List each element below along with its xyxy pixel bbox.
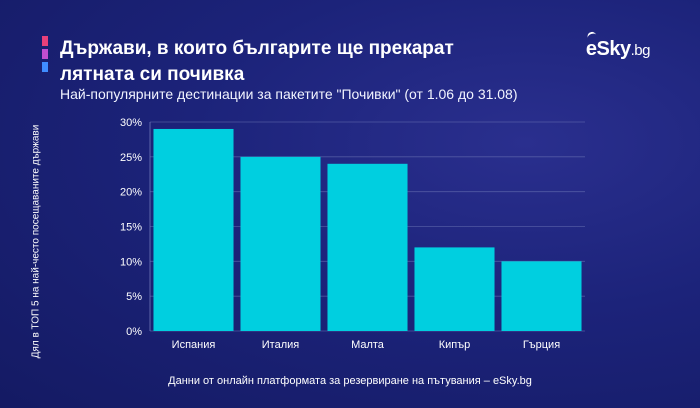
logo-main: eSky bbox=[585, 38, 631, 60]
esky-logo: eSky.bg bbox=[585, 38, 651, 61]
chart-title: Държави, в които българите ще прекарат л… bbox=[60, 38, 454, 85]
accent-bar bbox=[42, 36, 48, 76]
bar bbox=[240, 156, 321, 331]
chart-subtitle: Най-популярните дестинации за пакетите "… bbox=[60, 86, 518, 102]
y-tick-label: 15% bbox=[120, 222, 142, 234]
logo-tld: .bg bbox=[630, 42, 651, 59]
bar bbox=[153, 128, 234, 331]
x-tick-label: Малта bbox=[351, 339, 385, 351]
bar bbox=[414, 247, 495, 331]
y-tick-label: 0% bbox=[126, 326, 142, 338]
y-tick-label: 25% bbox=[120, 152, 142, 164]
source-note: Данни от онлайн платформата за резервира… bbox=[168, 375, 532, 387]
y-tick-label: 10% bbox=[120, 256, 142, 268]
accent-stripe-pink bbox=[42, 36, 48, 46]
bar bbox=[327, 163, 408, 331]
accent-stripe-blue bbox=[42, 62, 48, 72]
y-tick-label: 20% bbox=[120, 187, 142, 199]
y-tick-label: 30% bbox=[120, 117, 142, 129]
x-tick-label: Кипър bbox=[439, 339, 471, 351]
y-tick-label: 5% bbox=[126, 291, 142, 303]
x-tick-label: Испания bbox=[172, 339, 216, 351]
x-tick-label: Италия bbox=[262, 339, 300, 351]
x-tick-label: Гърция bbox=[523, 339, 560, 351]
bar bbox=[501, 261, 582, 331]
accent-stripe-purple bbox=[42, 49, 48, 59]
